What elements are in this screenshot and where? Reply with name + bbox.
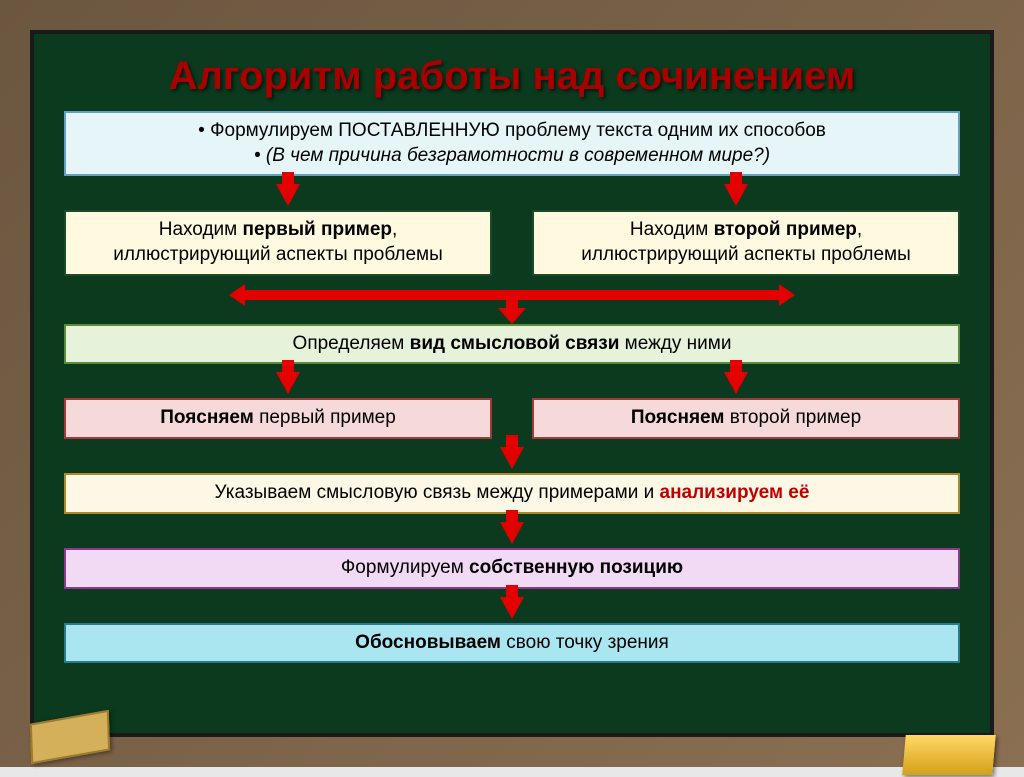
step1-line1: • Формулируем ПОСТАВЛЕННУЮ проблему текс… (76, 119, 948, 144)
chalkboard-frame: Алгоритм работы над сочинением • Формули… (0, 0, 1024, 767)
arrows-to-examples (64, 176, 960, 210)
explain2-box: Поясняем второй пример (532, 398, 960, 439)
example2-box: Находим второй пример, иллюстрирующий ас… (532, 210, 960, 275)
slide-title: Алгоритм работы над сочинением (64, 54, 960, 99)
arrows-to-explain (64, 364, 960, 398)
arrow-down-icon (276, 184, 300, 206)
explain1-box: Поясняем первый пример (64, 398, 492, 439)
step7-box: Обосновываем свою точку зрения (64, 623, 960, 664)
arrow-down-icon (724, 372, 748, 394)
sponge-decoration (30, 717, 140, 777)
step5-box: Указываем смысловую связь между примерам… (64, 473, 960, 514)
arrows-converge (64, 276, 960, 324)
step6-box: Формулируем собственную позицию (64, 548, 960, 589)
step1-box: • Формулируем ПОСТАВЛЕННУЮ проблему текс… (64, 111, 960, 176)
arrow-down-icon (724, 184, 748, 206)
arrow-to-step5 (64, 439, 960, 473)
arrow-down-icon (276, 372, 300, 394)
example1-box: Находим первый пример, иллюстрирующий ас… (64, 210, 492, 275)
arrow-to-step6 (64, 514, 960, 548)
arrow-down-icon (500, 447, 524, 469)
step1-line2: • (В чем причина безграмотности в соврем… (76, 144, 948, 169)
gold-bar-decoration (902, 735, 995, 775)
arrow-to-step7 (64, 589, 960, 623)
arrow-down-icon (500, 597, 524, 619)
step3-box: Определяем вид смысловой связи между ним… (64, 324, 960, 365)
chalkboard: Алгоритм работы над сочинением • Формули… (30, 30, 994, 737)
arrow-down-icon (500, 522, 524, 544)
